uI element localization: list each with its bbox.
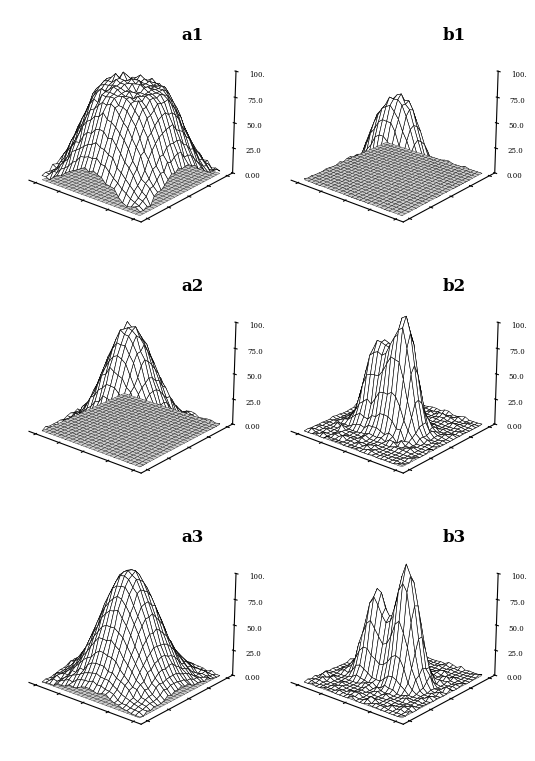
Text: b2: b2 xyxy=(443,278,466,295)
Text: a3: a3 xyxy=(181,529,203,546)
Text: a1: a1 xyxy=(181,27,203,43)
Text: a2: a2 xyxy=(181,278,203,295)
Text: b3: b3 xyxy=(443,529,466,546)
Text: b1: b1 xyxy=(443,27,466,43)
